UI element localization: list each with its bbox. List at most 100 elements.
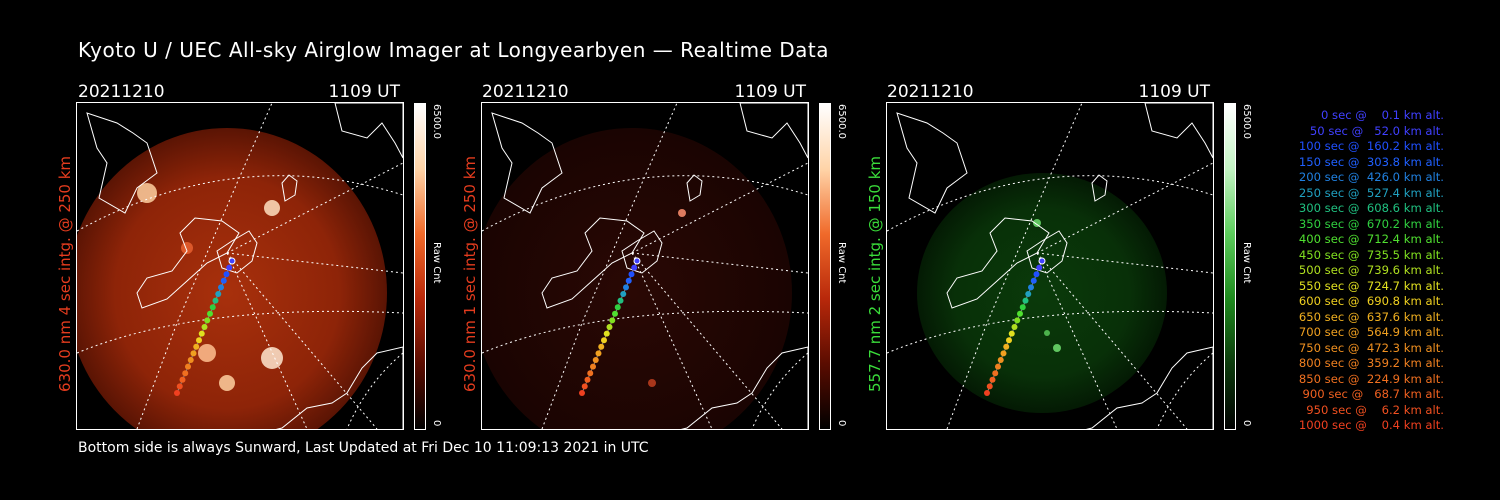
coastline	[896, 112, 968, 214]
legend-item: 650 sec @ 637.6 km alt.	[1298, 309, 1444, 324]
aurora-bright-spot	[1033, 219, 1041, 227]
map-grid-line	[226, 252, 308, 429]
trajectory-marker	[1030, 277, 1037, 284]
coastline	[946, 217, 1050, 309]
aurora-bright-spot	[181, 242, 193, 254]
panel-1-image	[76, 102, 404, 430]
legend-item: 350 sec @ 670.2 km alt.	[1298, 216, 1444, 231]
trajectory-marker	[579, 390, 585, 396]
aurora-bright-spot	[137, 183, 157, 203]
trajectory-marker	[215, 291, 222, 297]
panel-1-colorbar-max: 6500.0	[431, 104, 442, 139]
map-grid-line	[751, 352, 808, 429]
trajectory-marker	[612, 310, 618, 317]
trajectory-marker	[196, 337, 202, 344]
panel-3-colorbar-unit: Raw Cnt	[1241, 242, 1252, 284]
trajectory-marker	[182, 370, 189, 377]
legend-item: 900 sec @ 68.7 km alt.	[1302, 387, 1444, 401]
panel-3-wavelength-label: 557.7 nm 2 sec intg. @ 150 km	[866, 155, 884, 392]
panel-1-wavelength-label: 630.0 nm 4 sec intg. @ 250 km	[56, 155, 74, 392]
legend-item: 800 sec @ 359.2 km alt.	[1298, 356, 1444, 370]
trajectory-marker	[590, 363, 596, 370]
trajectory-marker	[625, 277, 632, 284]
trajectory-marker	[623, 284, 629, 291]
trajectory-marker	[223, 271, 230, 278]
coastline	[686, 174, 703, 202]
trajectory-marker	[631, 264, 638, 271]
panel-2-colorbar-max: 6500.0	[836, 104, 847, 139]
trajectory-marker	[606, 324, 613, 330]
coastline	[491, 112, 563, 214]
panel-2-colorbar	[819, 103, 831, 430]
trajectory-marker	[609, 317, 616, 324]
trajectory-marker	[995, 363, 1001, 370]
legend-item: 450 sec @ 735.5 km alt.	[1298, 247, 1444, 262]
trajectory-marker	[228, 257, 236, 265]
panel-1-time: 1109 UT	[328, 82, 401, 102]
panel-3-colorbar-min: 0	[1241, 420, 1252, 427]
panel-2-wavelength-label: 630.0 nm 1 sec intg. @ 250 km	[461, 155, 479, 392]
map-grid-line	[946, 103, 1083, 429]
trajectory-marker	[185, 363, 191, 370]
trajectory-marker	[204, 317, 211, 324]
legend-item: 150 sec @ 303.8 km alt.	[1298, 154, 1444, 169]
map-grid-line	[346, 352, 403, 429]
coastline	[1144, 103, 1213, 159]
aurora-bright-spot	[264, 200, 280, 216]
legend-item: 200 sec @ 426.0 km alt.	[1298, 170, 1444, 184]
coastline	[1091, 174, 1108, 202]
coastline	[739, 103, 808, 159]
legend-item: 0 sec @ 0.1 km alt.	[1320, 108, 1444, 122]
panel-1-colorbar	[414, 103, 426, 430]
map-grid-line	[1036, 252, 1188, 429]
panel-2-date: 20211210	[482, 82, 569, 102]
coastline	[275, 346, 403, 429]
trajectory-marker	[190, 350, 197, 357]
trajectory-marker	[218, 284, 224, 291]
map-grid-line	[482, 175, 808, 232]
aurora-bright-spot	[648, 379, 656, 387]
trajectory-marker	[1003, 343, 1010, 350]
coastline	[541, 217, 645, 309]
legend-item: 550 sec @ 724.7 km alt.	[1298, 278, 1444, 293]
trajectory-marker	[620, 291, 627, 297]
trajectory-marker	[1022, 297, 1029, 304]
trajectory-marker	[584, 376, 591, 383]
panel-1-date: 20211210	[78, 82, 165, 102]
coastline	[86, 112, 158, 214]
trajectory-marker	[1038, 257, 1046, 265]
trajectory-marker	[633, 257, 641, 265]
trajectory-marker	[209, 304, 216, 311]
panel-3-colorbar-max: 6500.0	[1241, 104, 1252, 139]
trajectory-legend: 0 sec @ 0.1 km alt. 50 sec @ 52.0 km alt.…	[1262, 108, 1444, 434]
trajectory-marker	[176, 383, 183, 390]
trajectory-marker	[614, 304, 621, 311]
trajectory-marker	[628, 271, 635, 278]
trajectory-marker	[1017, 310, 1023, 317]
trajectory-marker	[617, 297, 624, 304]
coastline	[281, 174, 298, 202]
legend-item: 1000 sec @ 0.4 km alt.	[1298, 418, 1444, 432]
coastline	[1085, 346, 1213, 429]
airglow-sky-disk	[77, 128, 387, 429]
trajectory-marker	[581, 383, 588, 390]
panel-1-colorbar-unit: Raw Cnt	[431, 242, 442, 284]
trajectory-marker	[207, 310, 213, 317]
trajectory-marker	[174, 390, 180, 396]
legend-item: 850 sec @ 224.9 km alt.	[1298, 371, 1444, 386]
trajectory-marker	[587, 370, 594, 377]
map-grid-line	[887, 310, 1213, 354]
trajectory-marker	[1006, 337, 1012, 344]
map-grid-line	[631, 252, 783, 429]
map-grid-line	[77, 175, 403, 232]
aurora-bright-spot	[1053, 344, 1061, 352]
legend-item: 50 sec @ 52.0 km alt.	[1309, 123, 1444, 138]
legend-item: 600 sec @ 690.8 km alt.	[1298, 294, 1444, 308]
trajectory-marker	[1028, 284, 1034, 291]
panel-3-colorbar	[1224, 103, 1236, 430]
panel-3-time: 1109 UT	[1138, 82, 1211, 102]
trajectory-marker	[603, 330, 610, 337]
map-grid-line	[1156, 352, 1213, 429]
aurora-bright-spot	[1044, 330, 1050, 336]
trajectory-marker	[1008, 330, 1015, 337]
